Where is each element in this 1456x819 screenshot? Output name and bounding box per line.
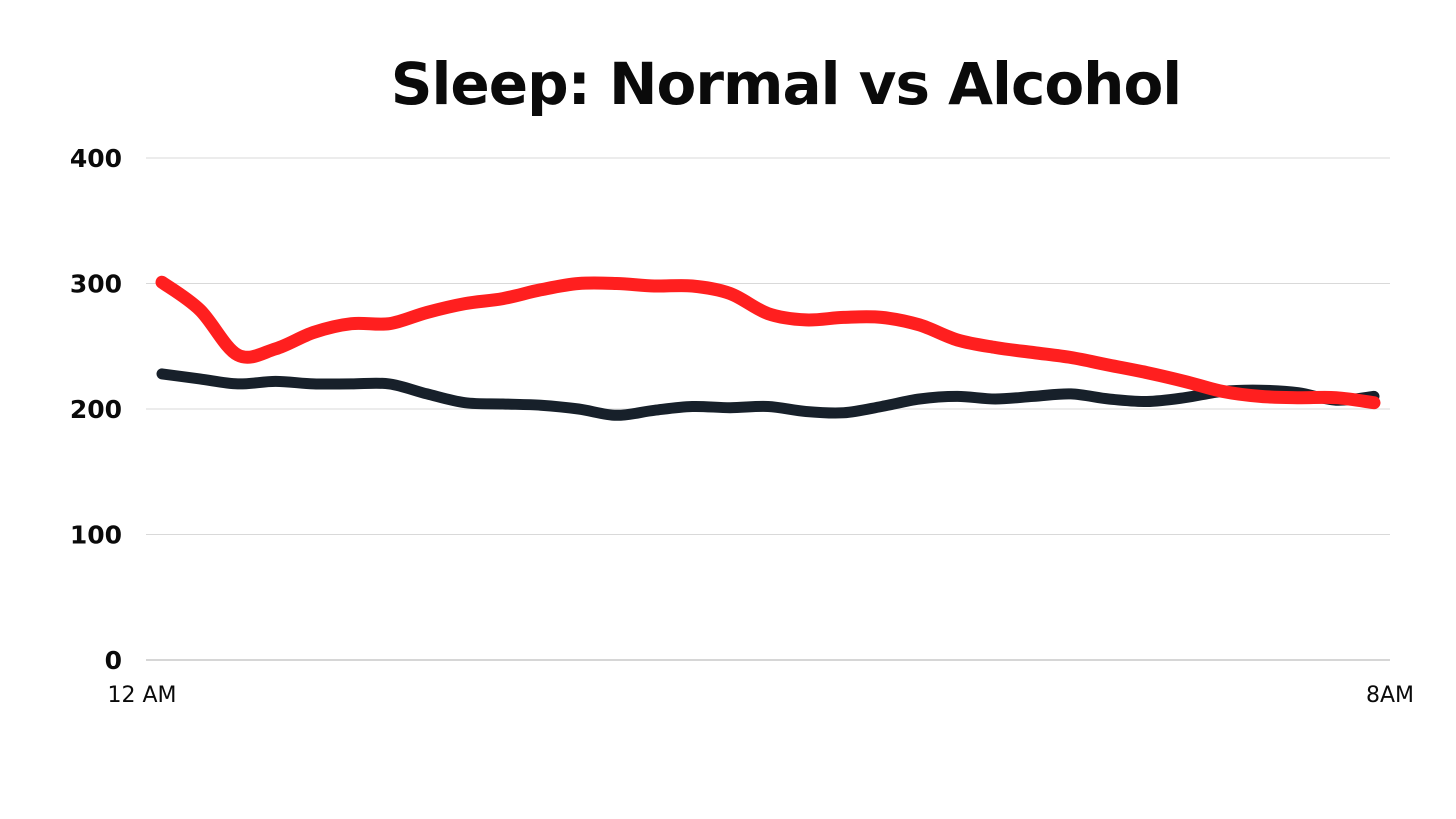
series-line-1 — [156, 368, 1380, 421]
x-tick-label: 12 AM — [107, 683, 176, 708]
y-tick-label: 200 — [70, 395, 122, 424]
y-tick-label: 0 — [105, 646, 122, 675]
y-tick-label: 100 — [70, 521, 122, 550]
x-axis-ticks: 12 AM 8AM — [107, 683, 1414, 708]
series-lines — [155, 275, 1381, 421]
series-line-0 — [155, 275, 1381, 410]
y-tick-label: 400 — [70, 144, 122, 173]
x-tick-label: 8AM — [1366, 683, 1414, 708]
chart-title: Sleep: Normal vs Alcohol — [391, 50, 1181, 118]
y-axis-ticks: 400 300 200 100 0 — [70, 144, 122, 675]
y-tick-label: 300 — [70, 270, 122, 299]
